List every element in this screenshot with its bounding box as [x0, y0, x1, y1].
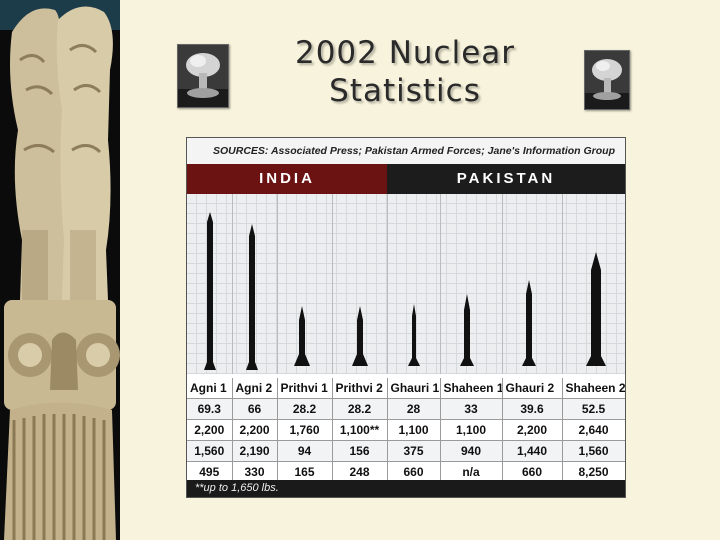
table-cell: 94 [277, 440, 333, 462]
footnote: **up to 1,650 lbs. [187, 480, 625, 497]
table-cell: 660 [387, 461, 441, 483]
table-cell: 2,200 [187, 419, 233, 441]
missile-agni-1-icon [204, 212, 216, 370]
column-divider [232, 194, 233, 374]
table-cell: 8,250 [562, 461, 625, 483]
missile-prithvi-2-icon [352, 306, 368, 366]
table-cell: 39.6 [502, 398, 563, 420]
table-cell: 2,190 [232, 440, 278, 462]
missile-shaheen-1-icon [460, 294, 474, 366]
mushroom-cloud-icon [177, 44, 229, 108]
table-cell: 52.5 [562, 398, 625, 420]
table-cell: n/a [440, 461, 503, 483]
missile-shaheen-2-icon [586, 252, 606, 366]
column-header: Prithvi 1 [277, 378, 333, 399]
missile-agni-2-icon [246, 224, 258, 370]
table-cell: 1,100 [387, 419, 441, 441]
table-header-row: Agni 1 Agni 2 Prithvi 1 Prithvi 2 Ghauri… [187, 378, 625, 399]
column-divider [332, 194, 333, 374]
table-cell: 1,100 [440, 419, 503, 441]
sources-caption: SOURCES: Associated Press; Pakistan Arme… [187, 138, 625, 164]
table-cell: 69.3 [187, 398, 233, 420]
table-cell: 28.2 [277, 398, 333, 420]
table-cell: 165 [277, 461, 333, 483]
missile-ghauri-2-icon [522, 280, 536, 366]
pakistan-header: PAKISTAN [387, 164, 625, 194]
table-row: 1,560 2,190 94 156 375 940 1,440 1,560 [187, 440, 625, 462]
column-divider [277, 194, 278, 374]
column-divider [562, 194, 563, 374]
missile-illustrations [187, 194, 625, 374]
column-header: Agni 1 [187, 378, 233, 399]
column-header: Shaheen 2 [562, 378, 625, 399]
missile-stats-table: Agni 1 Agni 2 Prithvi 1 Prithvi 2 Ghauri… [187, 378, 625, 483]
table-row: 2,200 2,200 1,760 1,100** 1,100 1,100 2,… [187, 419, 625, 441]
table-row: 495 330 165 248 660 n/a 660 8,250 [187, 461, 625, 483]
page-title: 2002 Nuclear Statistics [240, 34, 570, 110]
table-cell: 66 [232, 398, 278, 420]
column-divider [440, 194, 441, 374]
column-header: Agni 2 [232, 378, 278, 399]
column-divider [387, 194, 388, 374]
table-cell: 1,760 [277, 419, 333, 441]
missile-infographic: SOURCES: Associated Press; Pakistan Arme… [186, 137, 626, 498]
table-cell: 2,200 [232, 419, 278, 441]
india-header: INDIA [187, 164, 387, 194]
table-cell: 330 [232, 461, 278, 483]
table-cell: 1,560 [562, 440, 625, 462]
missile-ghauri-1-icon [408, 304, 420, 366]
column-header: Ghauri 1 [387, 378, 441, 399]
table-cell: 33 [440, 398, 503, 420]
table-cell: 1,100** [332, 419, 388, 441]
column-header: Prithvi 2 [332, 378, 388, 399]
table-row: 69.3 66 28.2 28.2 28 33 39.6 52.5 [187, 398, 625, 420]
table-cell: 2,640 [562, 419, 625, 441]
table-cell: 940 [440, 440, 503, 462]
lion-capital-icon [0, 0, 120, 540]
table-cell: 1,560 [187, 440, 233, 462]
mushroom-cloud-icon [584, 50, 630, 110]
column-header: Ghauri 2 [502, 378, 563, 399]
table-cell: 1,440 [502, 440, 563, 462]
missile-prithvi-1-icon [294, 306, 310, 366]
table-cell: 375 [387, 440, 441, 462]
title-line-2: Statistics [329, 73, 481, 109]
title-line-1: 2002 Nuclear [294, 35, 516, 71]
table-cell: 156 [332, 440, 388, 462]
table-cell: 28.2 [332, 398, 388, 420]
table-cell: 28 [387, 398, 441, 420]
table-cell: 2,200 [502, 419, 563, 441]
table-cell: 660 [502, 461, 563, 483]
column-divider [502, 194, 503, 374]
column-header: Shaheen 1 [440, 378, 503, 399]
